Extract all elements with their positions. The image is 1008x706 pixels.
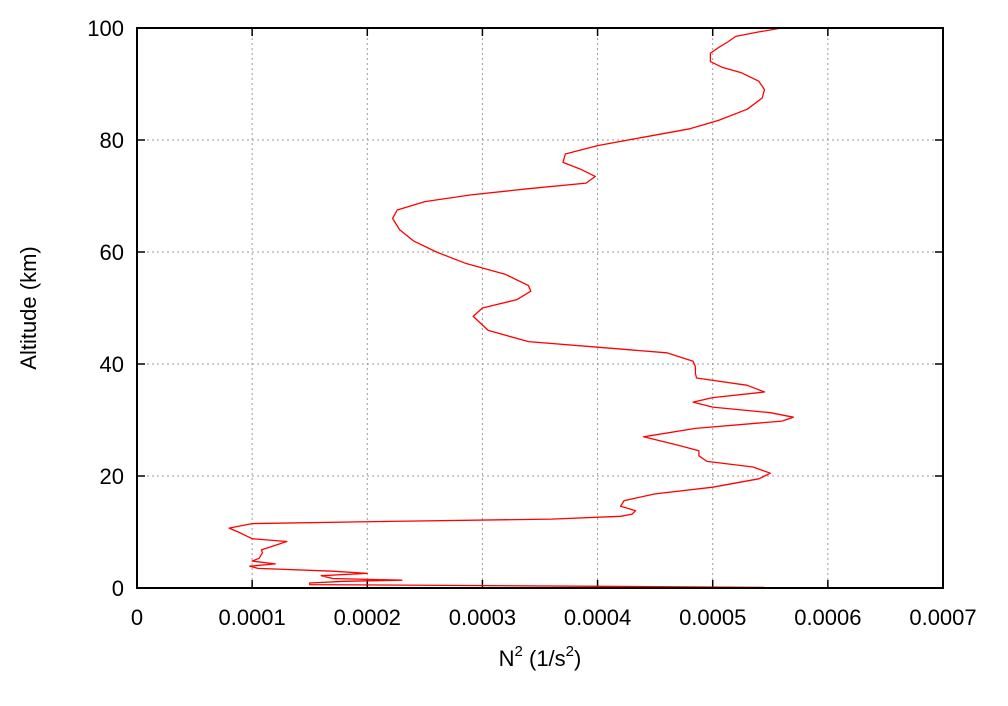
y-tick-label: 80	[100, 128, 124, 153]
x-tick-label: 0.0004	[564, 605, 631, 630]
x-axis-label-base: N	[499, 646, 515, 671]
grid	[137, 28, 943, 588]
series-line	[228, 27, 794, 589]
y-tick-label: 20	[100, 464, 124, 489]
x-tick-label: 0.0003	[449, 605, 516, 630]
x-tick-labels: 0 0.0001 0.0002 0.0003 0.0004 0.0005 0.0006 0.0…	[131, 605, 977, 630]
plot-frame	[136, 27, 944, 589]
x-axis-label-end: )	[574, 646, 581, 671]
x-axis-label-exp: 2	[515, 643, 523, 660]
x-axis-label-unit-exp: 2	[566, 643, 574, 660]
y-axis-label: Altitude (km)	[16, 246, 41, 369]
y-tick-label: 40	[100, 352, 124, 377]
x-tick-label: 0.0007	[909, 605, 976, 630]
y-tick-label: 60	[100, 240, 124, 265]
y-tick-label: 100	[87, 16, 124, 41]
x-tick-label: 0.0006	[794, 605, 861, 630]
x-tick-label: 0.0002	[334, 605, 401, 630]
y-tick-labels: 0 20 40 60 80 100	[87, 16, 124, 601]
series-group	[228, 27, 794, 589]
x-tick-label: 0.0001	[218, 605, 285, 630]
x-axis-label-mid: (1/s	[523, 646, 566, 671]
y-tick-label: 0	[112, 576, 124, 601]
x-axis-label: N2 (1/s2)	[499, 643, 582, 671]
x-tick-label: 0	[131, 605, 143, 630]
x-tick-label: 0.0005	[679, 605, 746, 630]
